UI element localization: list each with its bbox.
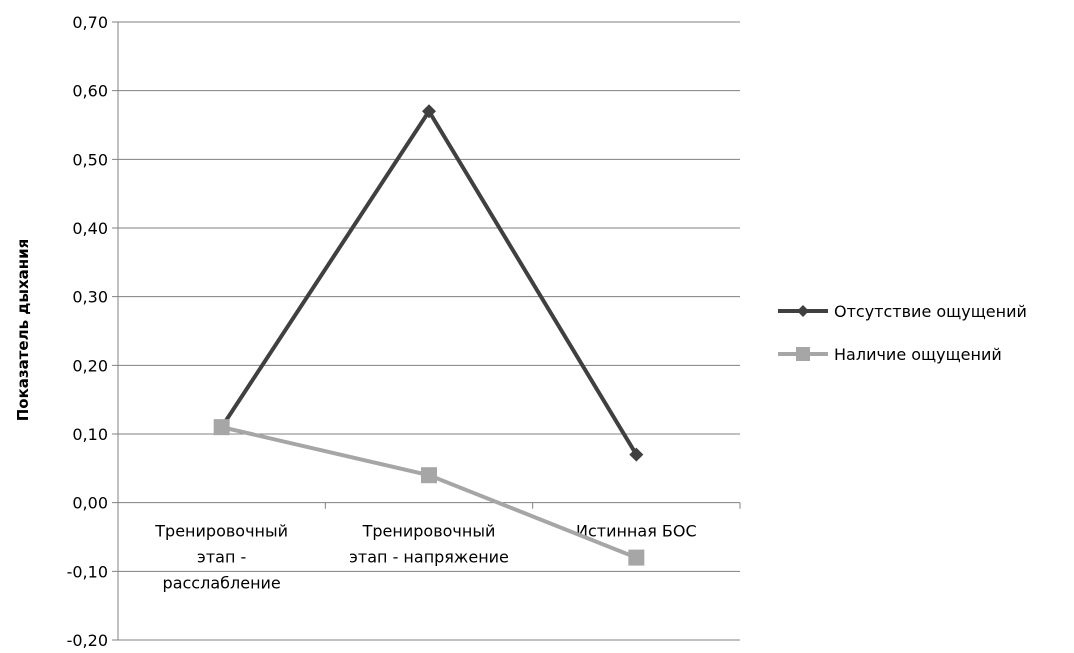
x-category-label: расслабление <box>163 574 281 593</box>
y-tick-label: 0,40 <box>72 219 108 238</box>
y-tick-label: -0,20 <box>67 631 108 649</box>
x-category-label: Тренировочный <box>154 522 288 541</box>
y-tick-label: 0,20 <box>72 356 108 375</box>
legend-marker-square <box>796 347 810 361</box>
x-category-label: этап - <box>197 548 246 567</box>
data-point-square <box>421 467 437 484</box>
legend-marker-diamond <box>797 305 809 317</box>
legend-label: Отсутствие ощущений <box>834 302 1027 321</box>
data-point-square <box>628 549 645 566</box>
y-tick-label: 0,60 <box>72 82 108 101</box>
y-axis-label: Показатель дыхания <box>14 239 32 422</box>
data-point-diamond <box>422 104 436 119</box>
y-tick-label: 0,50 <box>72 150 108 169</box>
x-category-label: Тренировочный <box>362 522 496 541</box>
y-tick-label: 0,70 <box>72 13 108 32</box>
x-category-label: этап - напряжение <box>349 548 509 567</box>
y-tick-label: 0,00 <box>72 494 108 513</box>
series-line-1 <box>219 109 639 456</box>
data-point-square <box>213 419 230 436</box>
y-tick-label: -0,10 <box>67 562 108 581</box>
legend-label: Наличие ощущений <box>834 345 1002 364</box>
x-category-label: Истинная БОС <box>576 522 697 541</box>
y-tick-label: 0,10 <box>72 425 108 444</box>
y-tick-label: 0,30 <box>72 288 108 307</box>
data-point-diamond <box>629 447 644 462</box>
